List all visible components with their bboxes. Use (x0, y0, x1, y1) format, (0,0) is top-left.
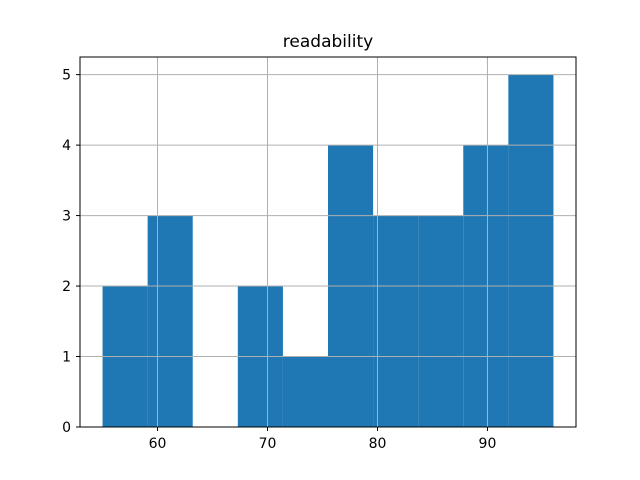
histogram-bar (508, 74, 554, 428)
histogram-bar (373, 215, 419, 427)
histogram-bar (282, 356, 328, 427)
histogram-bar (147, 215, 193, 427)
y-tick-label: 1 (62, 350, 71, 366)
y-tick-label: 5 (62, 68, 71, 84)
y-tick-label: 2 (62, 279, 71, 295)
y-tick-label: 4 (62, 138, 71, 154)
axes-border (79, 56, 577, 428)
x-tick-label: 70 (259, 436, 277, 452)
x-tick-label: 90 (479, 436, 497, 452)
histogram-bar (418, 215, 464, 427)
y-tick-label: 0 (62, 420, 71, 436)
y-tick-label: 3 (62, 209, 71, 225)
chart-title: readability (282, 32, 374, 52)
x-tick-label: 60 (149, 436, 167, 452)
x-tick-label: 80 (369, 436, 387, 452)
